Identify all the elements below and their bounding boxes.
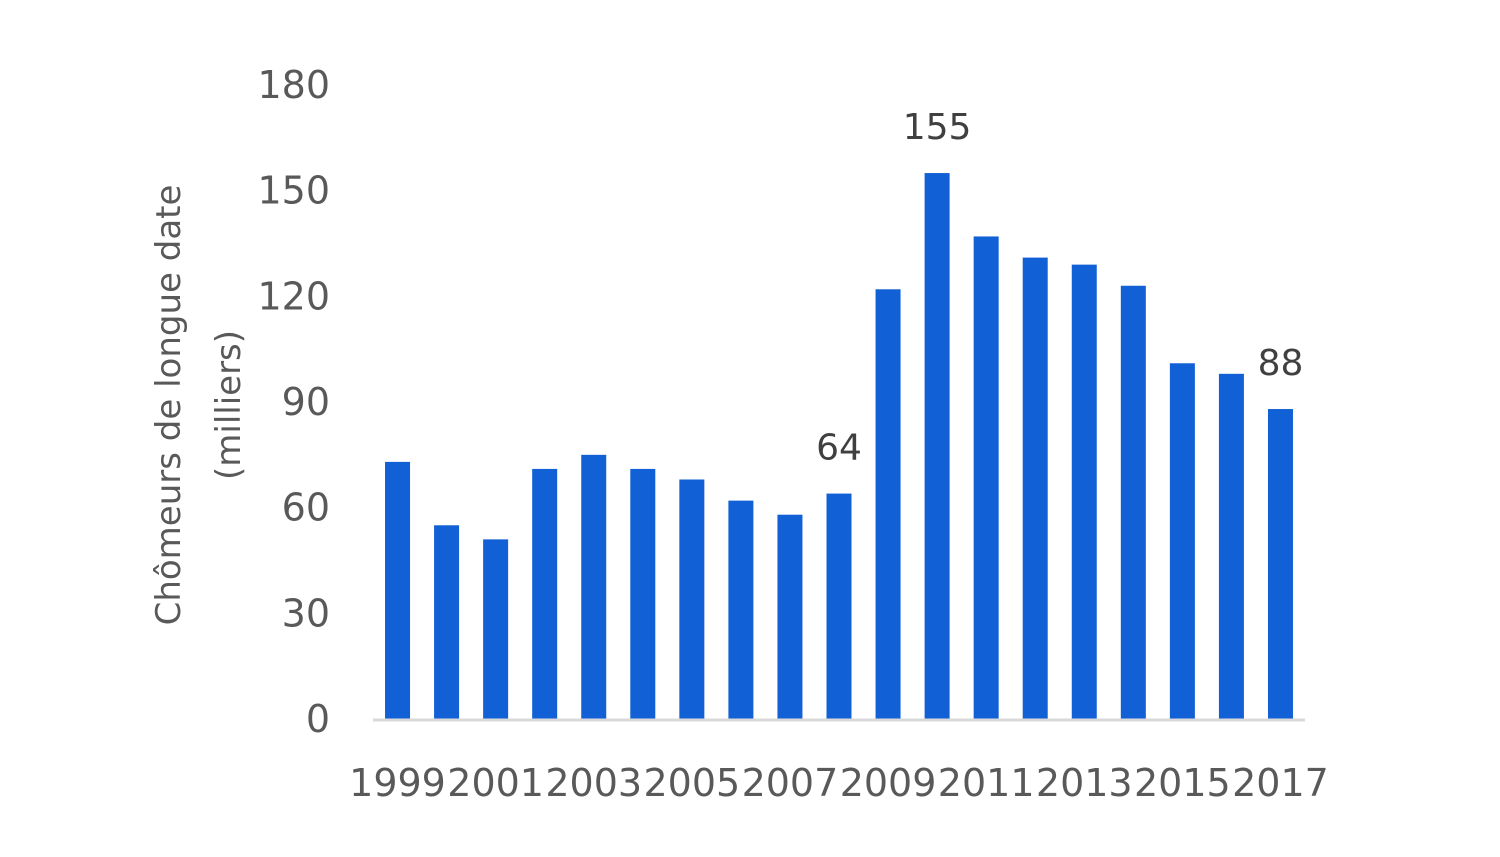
- y-axis-title-line2: (milliers): [209, 330, 249, 480]
- bar-2011: [973, 236, 999, 719]
- bar-2009: [875, 289, 901, 719]
- x-tick-label: 2017: [1232, 761, 1329, 805]
- bar-2013: [1071, 264, 1097, 719]
- bar-2002: [532, 468, 558, 719]
- y-tick-label: 120: [257, 274, 330, 318]
- x-tick-label: 2015: [1134, 761, 1231, 805]
- bar-2003: [581, 454, 607, 719]
- y-tick-label: 180: [257, 63, 330, 107]
- bar-2006: [728, 500, 754, 719]
- x-tick-label: 2001: [447, 761, 544, 805]
- x-tick-label: 2009: [840, 761, 937, 805]
- x-tick-label: 2003: [545, 761, 642, 805]
- data-label-2008: 64: [816, 428, 862, 469]
- bar-2010: [924, 173, 950, 720]
- y-tick-label: 150: [257, 169, 330, 213]
- x-tick-label: 1999: [349, 761, 446, 805]
- y-axis-title: Chômeurs de longue date (milliers): [149, 185, 249, 626]
- x-tick-label: 2007: [742, 761, 839, 805]
- bar-2012: [1022, 257, 1048, 719]
- bar-2005: [679, 479, 705, 719]
- x-tick-label: 2013: [1036, 761, 1133, 805]
- bar-2016: [1218, 373, 1244, 719]
- bar-2015: [1169, 363, 1195, 719]
- bar-2004: [630, 468, 656, 719]
- x-axis-ticks: 1999 2001 2003 2005 2007 2009 2011 2013 2015 2017: [349, 761, 1329, 805]
- data-label-2017: 88: [1258, 343, 1304, 384]
- data-label-2010: 155: [903, 107, 972, 148]
- bars: [385, 173, 1293, 720]
- data-labels: 64 155 88: [816, 107, 1303, 469]
- bar-2001: [483, 539, 509, 719]
- y-tick-label: 0: [306, 697, 330, 741]
- y-axis-title-line1: Chômeurs de longue date: [149, 185, 189, 626]
- bar-2000: [434, 525, 460, 719]
- y-tick-label: 90: [282, 380, 330, 424]
- bar-2008: [826, 493, 852, 719]
- y-axis-ticks: 0 30 60 90 120 150 180: [257, 63, 330, 741]
- y-tick-label: 60: [282, 486, 330, 530]
- x-tick-label: 2005: [643, 761, 740, 805]
- bar-2007: [777, 514, 803, 719]
- bar-2017: [1267, 409, 1293, 719]
- x-tick-label: 2011: [938, 761, 1035, 805]
- bar-2014: [1120, 285, 1146, 719]
- bar-1999: [385, 461, 411, 719]
- y-tick-label: 30: [282, 591, 330, 635]
